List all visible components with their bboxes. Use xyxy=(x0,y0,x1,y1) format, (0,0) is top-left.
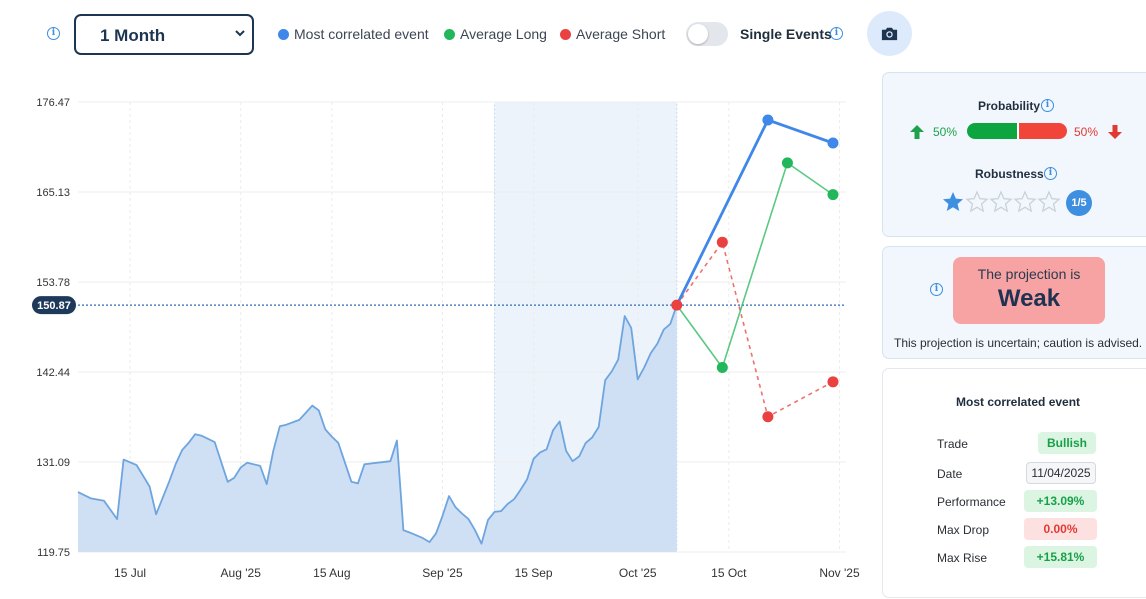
star-filled-icon xyxy=(943,192,963,211)
event-row-label: Date xyxy=(937,467,963,481)
arrow-up-icon xyxy=(910,125,924,139)
legend-item-average-long[interactable]: Average Long xyxy=(444,26,547,42)
projection-point[interactable] xyxy=(827,189,839,201)
projection-note: This projection is uncertain; caution is… xyxy=(894,336,1143,350)
event-row-label: Max Drop xyxy=(937,523,990,537)
chevron-down-icon xyxy=(235,30,245,37)
legend-dot xyxy=(444,28,455,40)
toggle-knob xyxy=(688,24,708,44)
date-value: 11/04/2025 xyxy=(1026,462,1096,484)
event-row-label: Performance xyxy=(937,495,1006,509)
probability-bar xyxy=(967,123,1067,139)
projection-line-average-short xyxy=(676,241,834,418)
legend-item-average-short[interactable]: Average Short xyxy=(560,26,665,42)
projection-status-panel: i The projection is Weak This projection… xyxy=(882,246,1146,359)
star-empty-icon xyxy=(989,190,1013,213)
single-events-label: Single Events xyxy=(740,26,832,42)
period-select-value: 1 Month xyxy=(100,26,166,45)
legend-label: Most correlated event xyxy=(294,26,429,42)
info-icon[interactable]: i xyxy=(47,27,60,40)
event-row-label: Trade xyxy=(937,437,968,451)
max-rise-value: +15.81% xyxy=(1024,546,1097,568)
event-title: Most correlated event xyxy=(956,395,1081,409)
chart-svg[interactable]: 176.47 165.13 153.78 142.44 131.09 119.75 15 J… xyxy=(0,80,870,594)
y-tick-label: 165.13 xyxy=(36,187,70,199)
event-row-label: Max Rise xyxy=(937,551,988,565)
projection-point[interactable] xyxy=(716,236,728,248)
robustness-title: Robustness xyxy=(975,167,1044,181)
x-tick-label: 15 Oct xyxy=(711,566,747,580)
projection-point[interactable] xyxy=(762,411,774,423)
arrow-down-icon xyxy=(1108,125,1122,139)
price-chart[interactable]: 176.47 165.13 153.78 142.44 131.09 119.75 15 J… xyxy=(0,80,870,594)
price-line xyxy=(77,304,678,545)
robustness-stars xyxy=(941,190,1061,214)
y-tick-label: 119.75 xyxy=(37,547,70,559)
projection-strength-caption: The projection is xyxy=(977,266,1081,282)
legend-label: Average Long xyxy=(460,26,547,42)
projection-line-most-correlated xyxy=(675,118,834,306)
robustness-badge: 1/5 xyxy=(1066,190,1092,216)
projection-point[interactable] xyxy=(781,157,793,169)
current-price-badge xyxy=(32,296,76,315)
performance-value: +13.09% xyxy=(1024,490,1097,512)
probability-title: Probability xyxy=(978,99,1041,113)
projection-point[interactable] xyxy=(762,114,774,126)
long-probability: 50% xyxy=(933,125,958,139)
y-tick-label: 153.78 xyxy=(36,277,70,289)
x-tick-label: Oct '25 xyxy=(619,566,657,580)
projection-point[interactable] xyxy=(827,137,839,149)
projection-point[interactable] xyxy=(716,362,728,374)
info-icon[interactable]: i xyxy=(1044,167,1057,180)
x-tick-label: 15 Sep xyxy=(515,566,553,580)
short-probability: 50% xyxy=(1074,125,1099,139)
period-select[interactable]: 1 Month xyxy=(74,14,254,55)
price-area xyxy=(78,305,677,552)
star-empty-icon xyxy=(1013,190,1037,213)
max-drop-value: 0.00% xyxy=(1024,518,1097,540)
probability-short-fill xyxy=(1017,123,1067,139)
info-icon[interactable]: i xyxy=(830,27,843,40)
projection-line-average-long xyxy=(676,162,834,369)
event-panel: Most correlated event Trade Bullish Date… xyxy=(882,368,1146,598)
info-icon[interactable]: i xyxy=(1041,99,1054,112)
single-events-toggle[interactable] xyxy=(686,22,728,46)
camera-button[interactable] xyxy=(867,11,912,56)
toolbar: i 1 Month Most correlated event Average … xyxy=(0,0,1146,68)
x-tick-label: 15 Jul xyxy=(114,566,146,580)
legend-dot xyxy=(278,28,289,40)
current-price-label: 150.87 xyxy=(37,300,71,312)
x-tick-label: Nov '25 xyxy=(819,566,860,580)
probability-long-fill xyxy=(967,123,1017,139)
legend-dot xyxy=(560,28,571,40)
info-icon[interactable]: i xyxy=(930,283,943,296)
projection-strength-box: The projection is Weak xyxy=(953,257,1105,324)
projection-origin-point[interactable] xyxy=(671,299,683,311)
star-empty-icon xyxy=(965,190,989,213)
projection-point[interactable] xyxy=(827,376,839,388)
x-tick-label: 15 Aug xyxy=(313,566,350,580)
y-tick-label: 176.47 xyxy=(36,97,70,109)
probability-panel: Probability i 50% 50% Robustness i 1/5 xyxy=(882,72,1146,237)
y-tick-label: 142.44 xyxy=(36,367,70,379)
x-tick-label: Aug '25 xyxy=(221,566,262,580)
x-tick-label: Sep '25 xyxy=(422,566,463,580)
star-empty-icon xyxy=(1037,190,1061,213)
projection-strength-value: Weak xyxy=(997,285,1061,312)
trade-value: Bullish xyxy=(1038,432,1096,454)
y-tick-label: 131.09 xyxy=(36,457,70,469)
camera-icon xyxy=(881,27,898,41)
legend-label: Average Short xyxy=(576,26,666,42)
legend-item-most-correlated[interactable]: Most correlated event xyxy=(278,26,429,42)
